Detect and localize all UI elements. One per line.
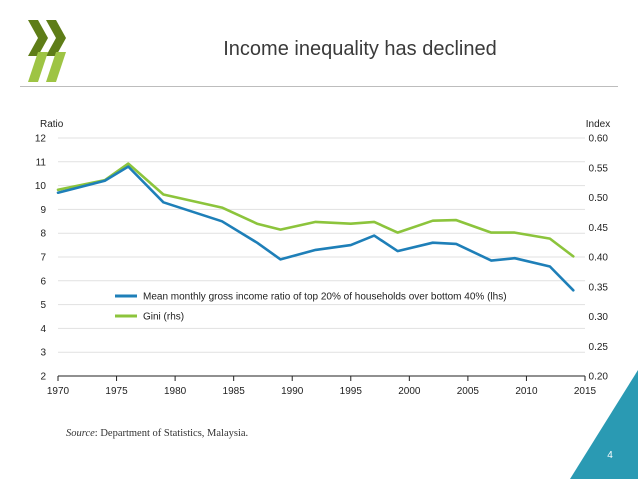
source-text: : Department of Statistics, Malaysia. — [94, 428, 249, 439]
y-right-tick-label: 0.55 — [589, 163, 609, 174]
y-right-tick-label: 0.45 — [589, 223, 609, 234]
source-label: Source — [66, 428, 95, 439]
x-tick-label: 1970 — [47, 386, 70, 397]
y-right-ticks: 0.20 0.25 0.30 0.35 0.40 0.45 0.50 0.55 0.60 — [589, 134, 609, 383]
y-left-tick-label: 10 — [35, 181, 47, 192]
y-right-tick-label: 0.60 — [589, 134, 609, 145]
x-tick-label: 2005 — [457, 386, 480, 397]
legend: Mean monthly gross income ratio of top 2… — [115, 292, 507, 323]
y-right-tick-label: 0.25 — [589, 342, 609, 353]
y-left-tick-label: 5 — [40, 300, 46, 311]
y-right-tick-label: 0.35 — [589, 282, 609, 293]
logo-chevron-top-right — [46, 20, 66, 56]
grid-lines — [58, 137, 585, 377]
series-lines — [56, 162, 575, 292]
x-tick-label: 1985 — [223, 386, 246, 397]
source-note: Source: Department of Statistics, Malays… — [66, 428, 248, 439]
x-tick-label: 1990 — [281, 386, 304, 397]
x-tick-label: 1975 — [105, 386, 128, 397]
legend-label-gini: Gini (rhs) — [143, 312, 184, 323]
y-left-tick-label: 11 — [36, 157, 47, 168]
y-left-axis-title: Ratio — [40, 119, 64, 130]
legend-label-ratio: Mean monthly gross income ratio of top 2… — [143, 292, 507, 303]
series-line-gini — [56, 162, 575, 258]
corner-triangle — [570, 370, 638, 479]
y-left-tick-label: 6 — [40, 276, 46, 287]
logo-chevron-bottom-left — [28, 52, 48, 82]
logo-chevron-top-left — [28, 20, 48, 56]
x-tick-label: 2010 — [515, 386, 538, 397]
y-right-tick-label: 0.30 — [589, 312, 609, 323]
y-left-tick-label: 2 — [40, 372, 46, 383]
y-right-tick-label: 0.20 — [589, 372, 609, 383]
y-left-tick-label: 4 — [40, 324, 46, 335]
x-tick-label: 2000 — [398, 386, 421, 397]
y-left-ticks: 2 3 4 5 6 7 8 9 10 11 12 — [35, 134, 47, 383]
x-tick-label: 1980 — [164, 386, 187, 397]
x-tick-label: 2015 — [574, 386, 597, 397]
x-tick-label: 1995 — [340, 386, 363, 397]
y-left-tick-label: 3 — [40, 348, 46, 359]
y-right-tick-label: 0.50 — [589, 193, 609, 204]
page-number: 4 — [607, 450, 613, 461]
logo-chevron-bottom-right — [46, 52, 66, 82]
slide-title: Income inequality has declined — [223, 38, 497, 60]
y-right-tick-label: 0.40 — [589, 253, 609, 264]
x-ticks: 1970 1975 1980 1985 1990 1995 2000 2005 2010 2015 — [47, 376, 597, 397]
y-left-tick-label: 9 — [40, 205, 46, 216]
y-left-tick-label: 8 — [40, 229, 46, 240]
y-left-tick-label: 12 — [35, 134, 47, 145]
y-left-tick-label: 7 — [40, 253, 46, 264]
oecd-logo-icon — [28, 20, 66, 82]
series-line-ratio — [56, 165, 575, 292]
title-divider — [20, 86, 618, 87]
y-right-axis-title: Index — [586, 119, 610, 130]
